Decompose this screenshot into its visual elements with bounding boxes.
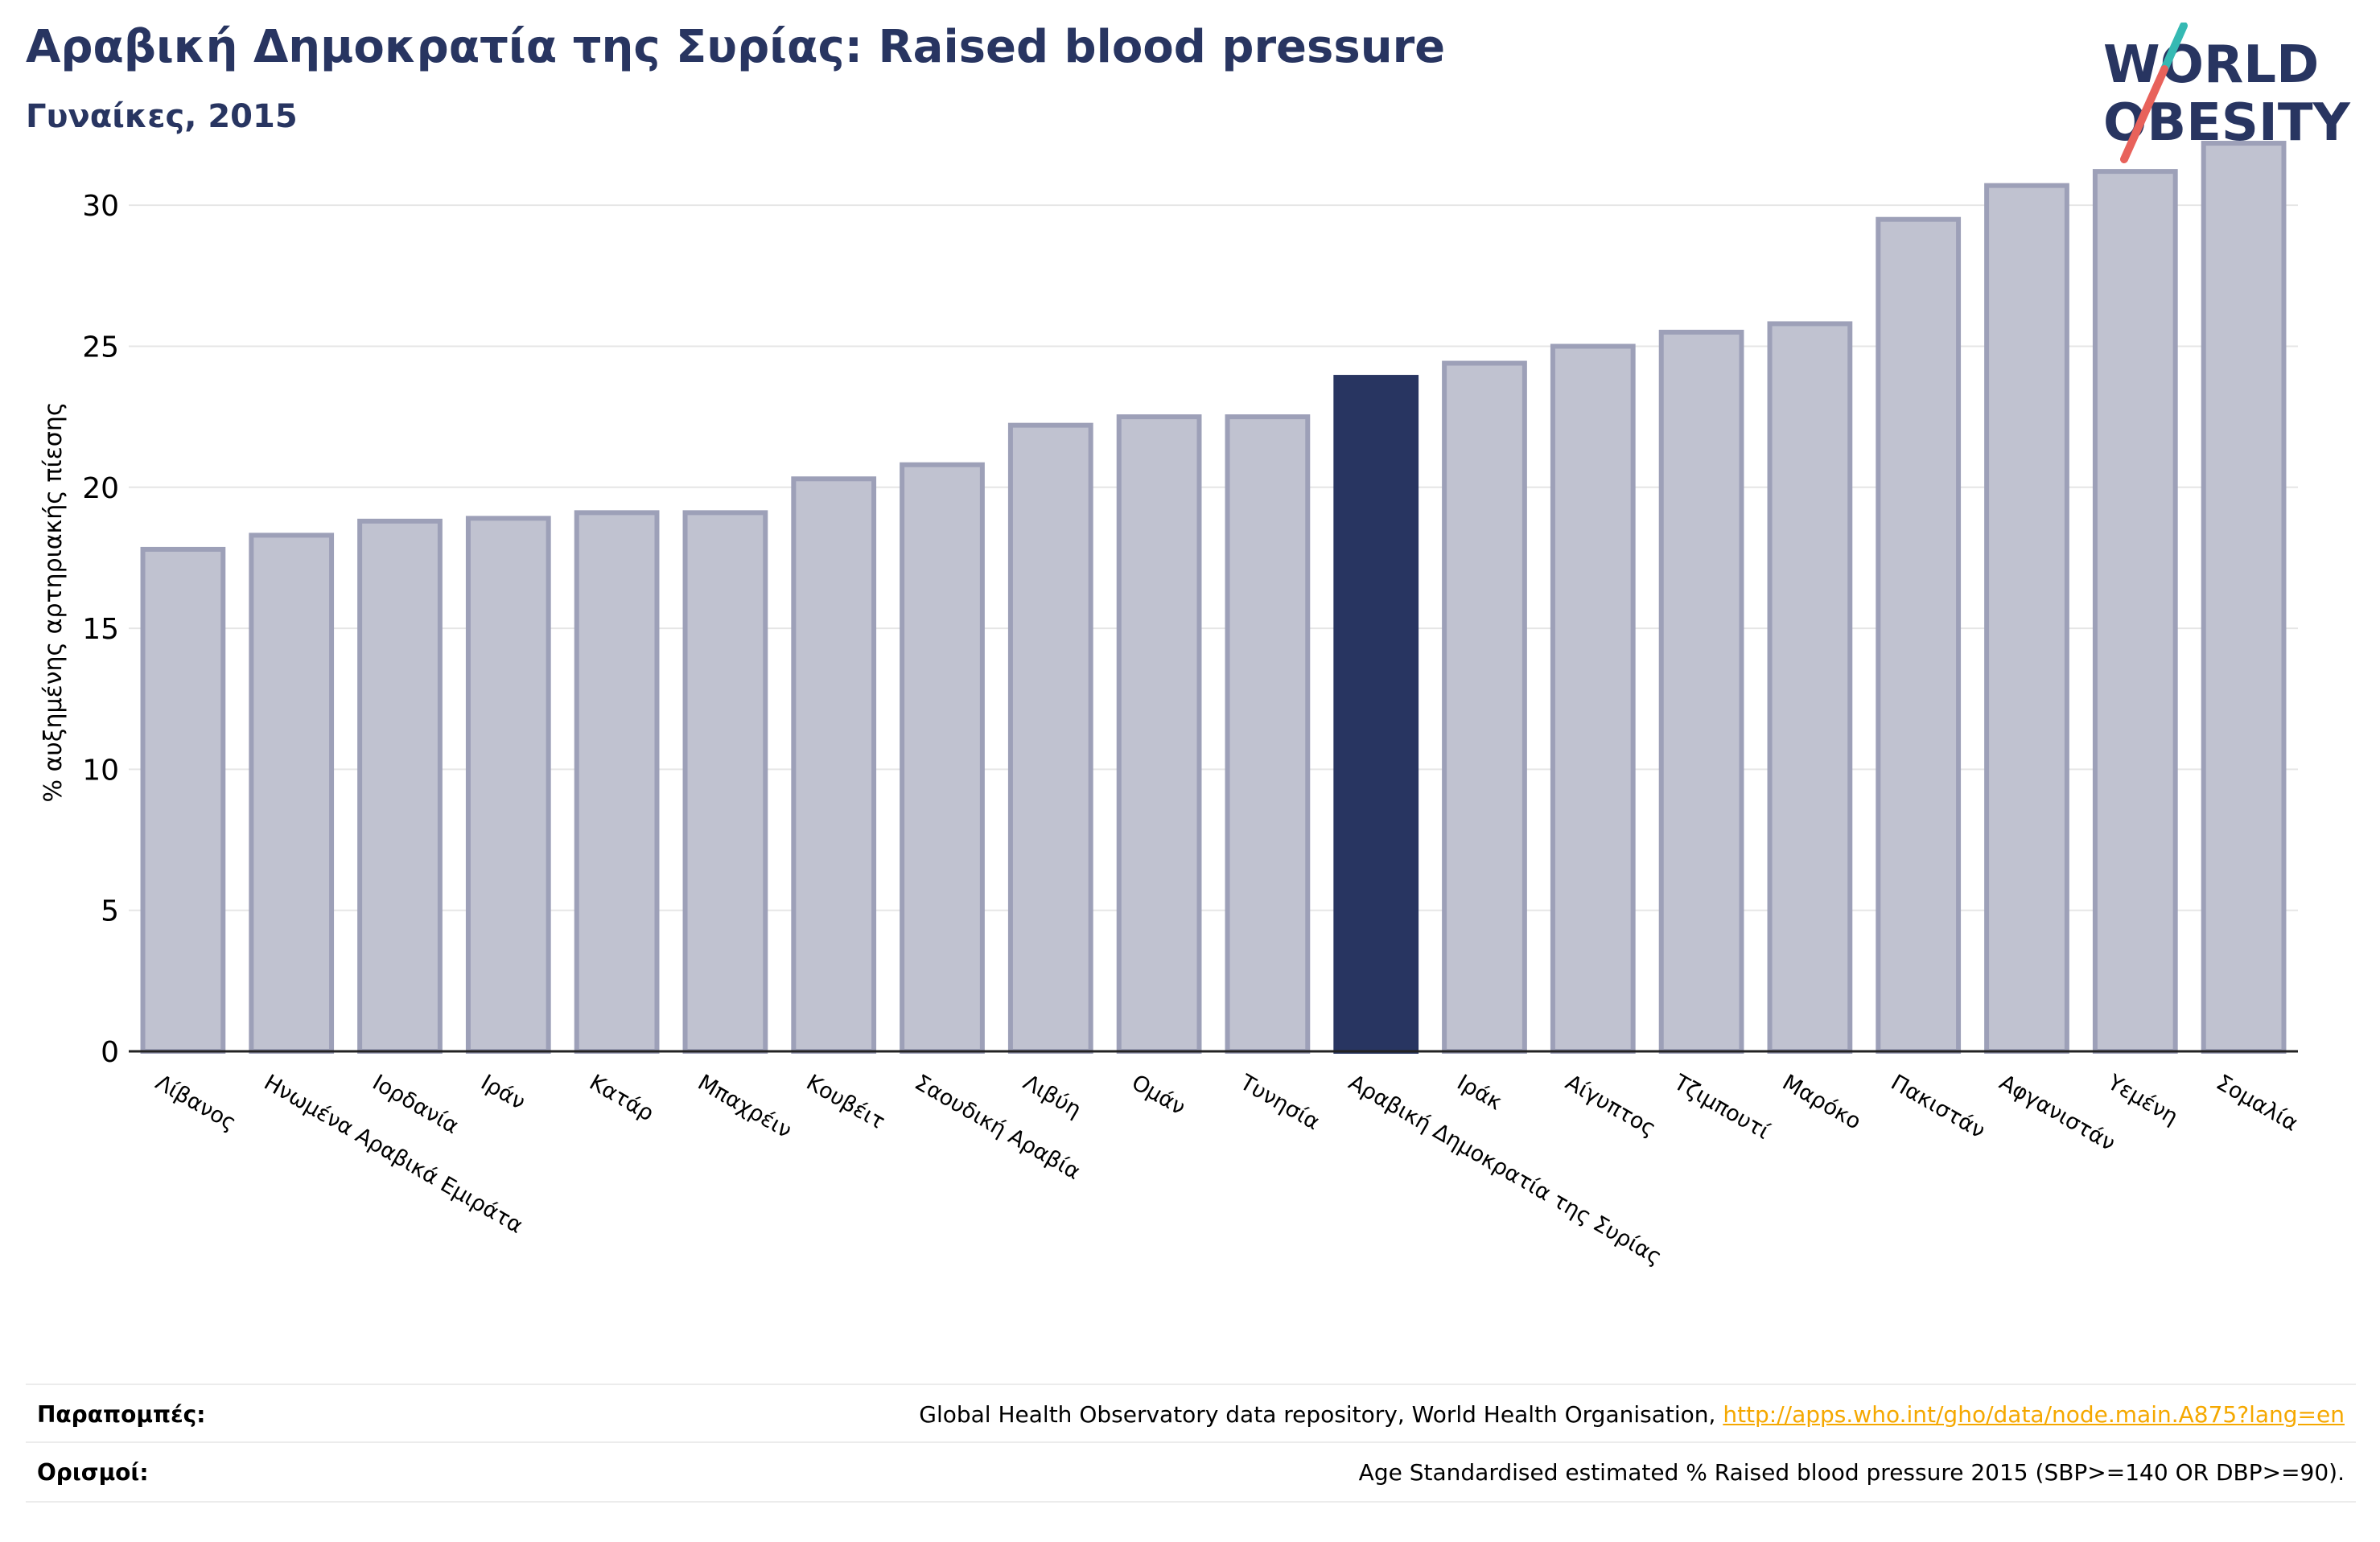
bars: [140, 141, 2287, 1055]
references-source: Global Health Observatory data repositor…: [919, 1400, 1723, 1428]
x-tick-label: Ομάν: [1127, 1070, 1189, 1121]
bar: [1550, 343, 1636, 1054]
bar: [2201, 141, 2287, 1055]
bar: [1658, 329, 1744, 1055]
bar: [1442, 360, 1527, 1054]
logo-word-1: WORLD: [2103, 35, 2319, 95]
y-tick-label: 15: [82, 613, 119, 646]
references-row: Παραπομπές: Global Health Observatory da…: [26, 1384, 2356, 1443]
bar: [574, 510, 660, 1054]
world-obesity-logo: WORLD OBESITY: [2103, 23, 2350, 163]
x-tick-label: Κατάρ: [585, 1070, 658, 1126]
bar: [1984, 183, 2069, 1054]
x-tick-label: Υεμένη: [2102, 1070, 2182, 1130]
grid-lines: [129, 204, 2298, 911]
chart-title: Αραβική Δημοκρατία της Συρίας: Raised bl…: [26, 21, 1446, 73]
bar-highlighted: [1333, 375, 1419, 1054]
bar: [2092, 169, 2178, 1054]
chart-subtitle: Γυναίκες, 2015: [26, 98, 298, 135]
bar-chart: 0 5 10 15 20 25 30 Λίβανος Ηνωμένα Αραβικά Εμιρ…: [39, 141, 2302, 1270]
x-tick-label: Ιράκ: [1453, 1070, 1507, 1115]
bar: [791, 476, 877, 1054]
references-text: Global Health Observatory data repositor…: [919, 1401, 2345, 1428]
bar: [1876, 216, 1962, 1054]
x-tick-label: Πακιστάν: [1887, 1070, 1990, 1144]
x-tick-label: Λιβύη: [1019, 1070, 1085, 1123]
bar: [1225, 414, 1311, 1054]
y-tick-label: 5: [101, 895, 119, 928]
definitions-label: Ορισμοί:: [37, 1458, 149, 1486]
bar: [249, 533, 335, 1054]
bar: [1767, 321, 1853, 1055]
x-tick-label: Αίγυπτος: [1561, 1070, 1660, 1141]
definitions-row: Ορισμοί: Age Standardised estimated % Ra…: [26, 1441, 2356, 1503]
x-tick-label: Μαρόκο: [1778, 1070, 1865, 1134]
y-tick-label: 0: [101, 1036, 119, 1069]
definitions-text: Age Standardised estimated % Raised bloo…: [1358, 1458, 2345, 1486]
bar: [465, 516, 551, 1054]
x-tick-label: Λίβανος: [151, 1070, 241, 1136]
x-tick-label: Κουβέιτ: [802, 1070, 889, 1134]
y-tick-label: 25: [82, 331, 119, 364]
bar: [357, 518, 443, 1054]
x-tick-label: Τζιμπουτί: [1669, 1070, 1773, 1145]
bar: [1007, 422, 1093, 1054]
x-tick-label: Αφγανιστάν: [1995, 1070, 2120, 1156]
bar: [900, 462, 985, 1054]
logo-slash-red: [2120, 65, 2168, 163]
y-tick-label: 30: [82, 190, 119, 223]
bar: [140, 546, 226, 1054]
x-tick-label: Ιράν: [476, 1070, 529, 1115]
x-tick-label: Σομαλία: [2212, 1070, 2302, 1137]
y-axis-ticks: 0 5 10 15 20 25 30: [82, 190, 119, 1069]
y-axis-label: % αυξημένης αρτηριακής πίεσης: [39, 402, 68, 803]
x-tick-label: Τυνησία: [1235, 1070, 1324, 1136]
x-tick-label: Μπαχρέιν: [694, 1070, 796, 1143]
bar: [1116, 414, 1202, 1054]
y-tick-label: 20: [82, 472, 119, 505]
bar: [682, 510, 768, 1054]
y-tick-label: 10: [82, 754, 119, 787]
x-tick-label: Ιορδανία: [369, 1070, 463, 1139]
references-label: Παραπομπές:: [37, 1400, 206, 1428]
references-link[interactable]: http://apps.who.int/gho/data/node.main.A…: [1723, 1400, 2345, 1428]
logo-slash-teal: [2160, 23, 2188, 73]
